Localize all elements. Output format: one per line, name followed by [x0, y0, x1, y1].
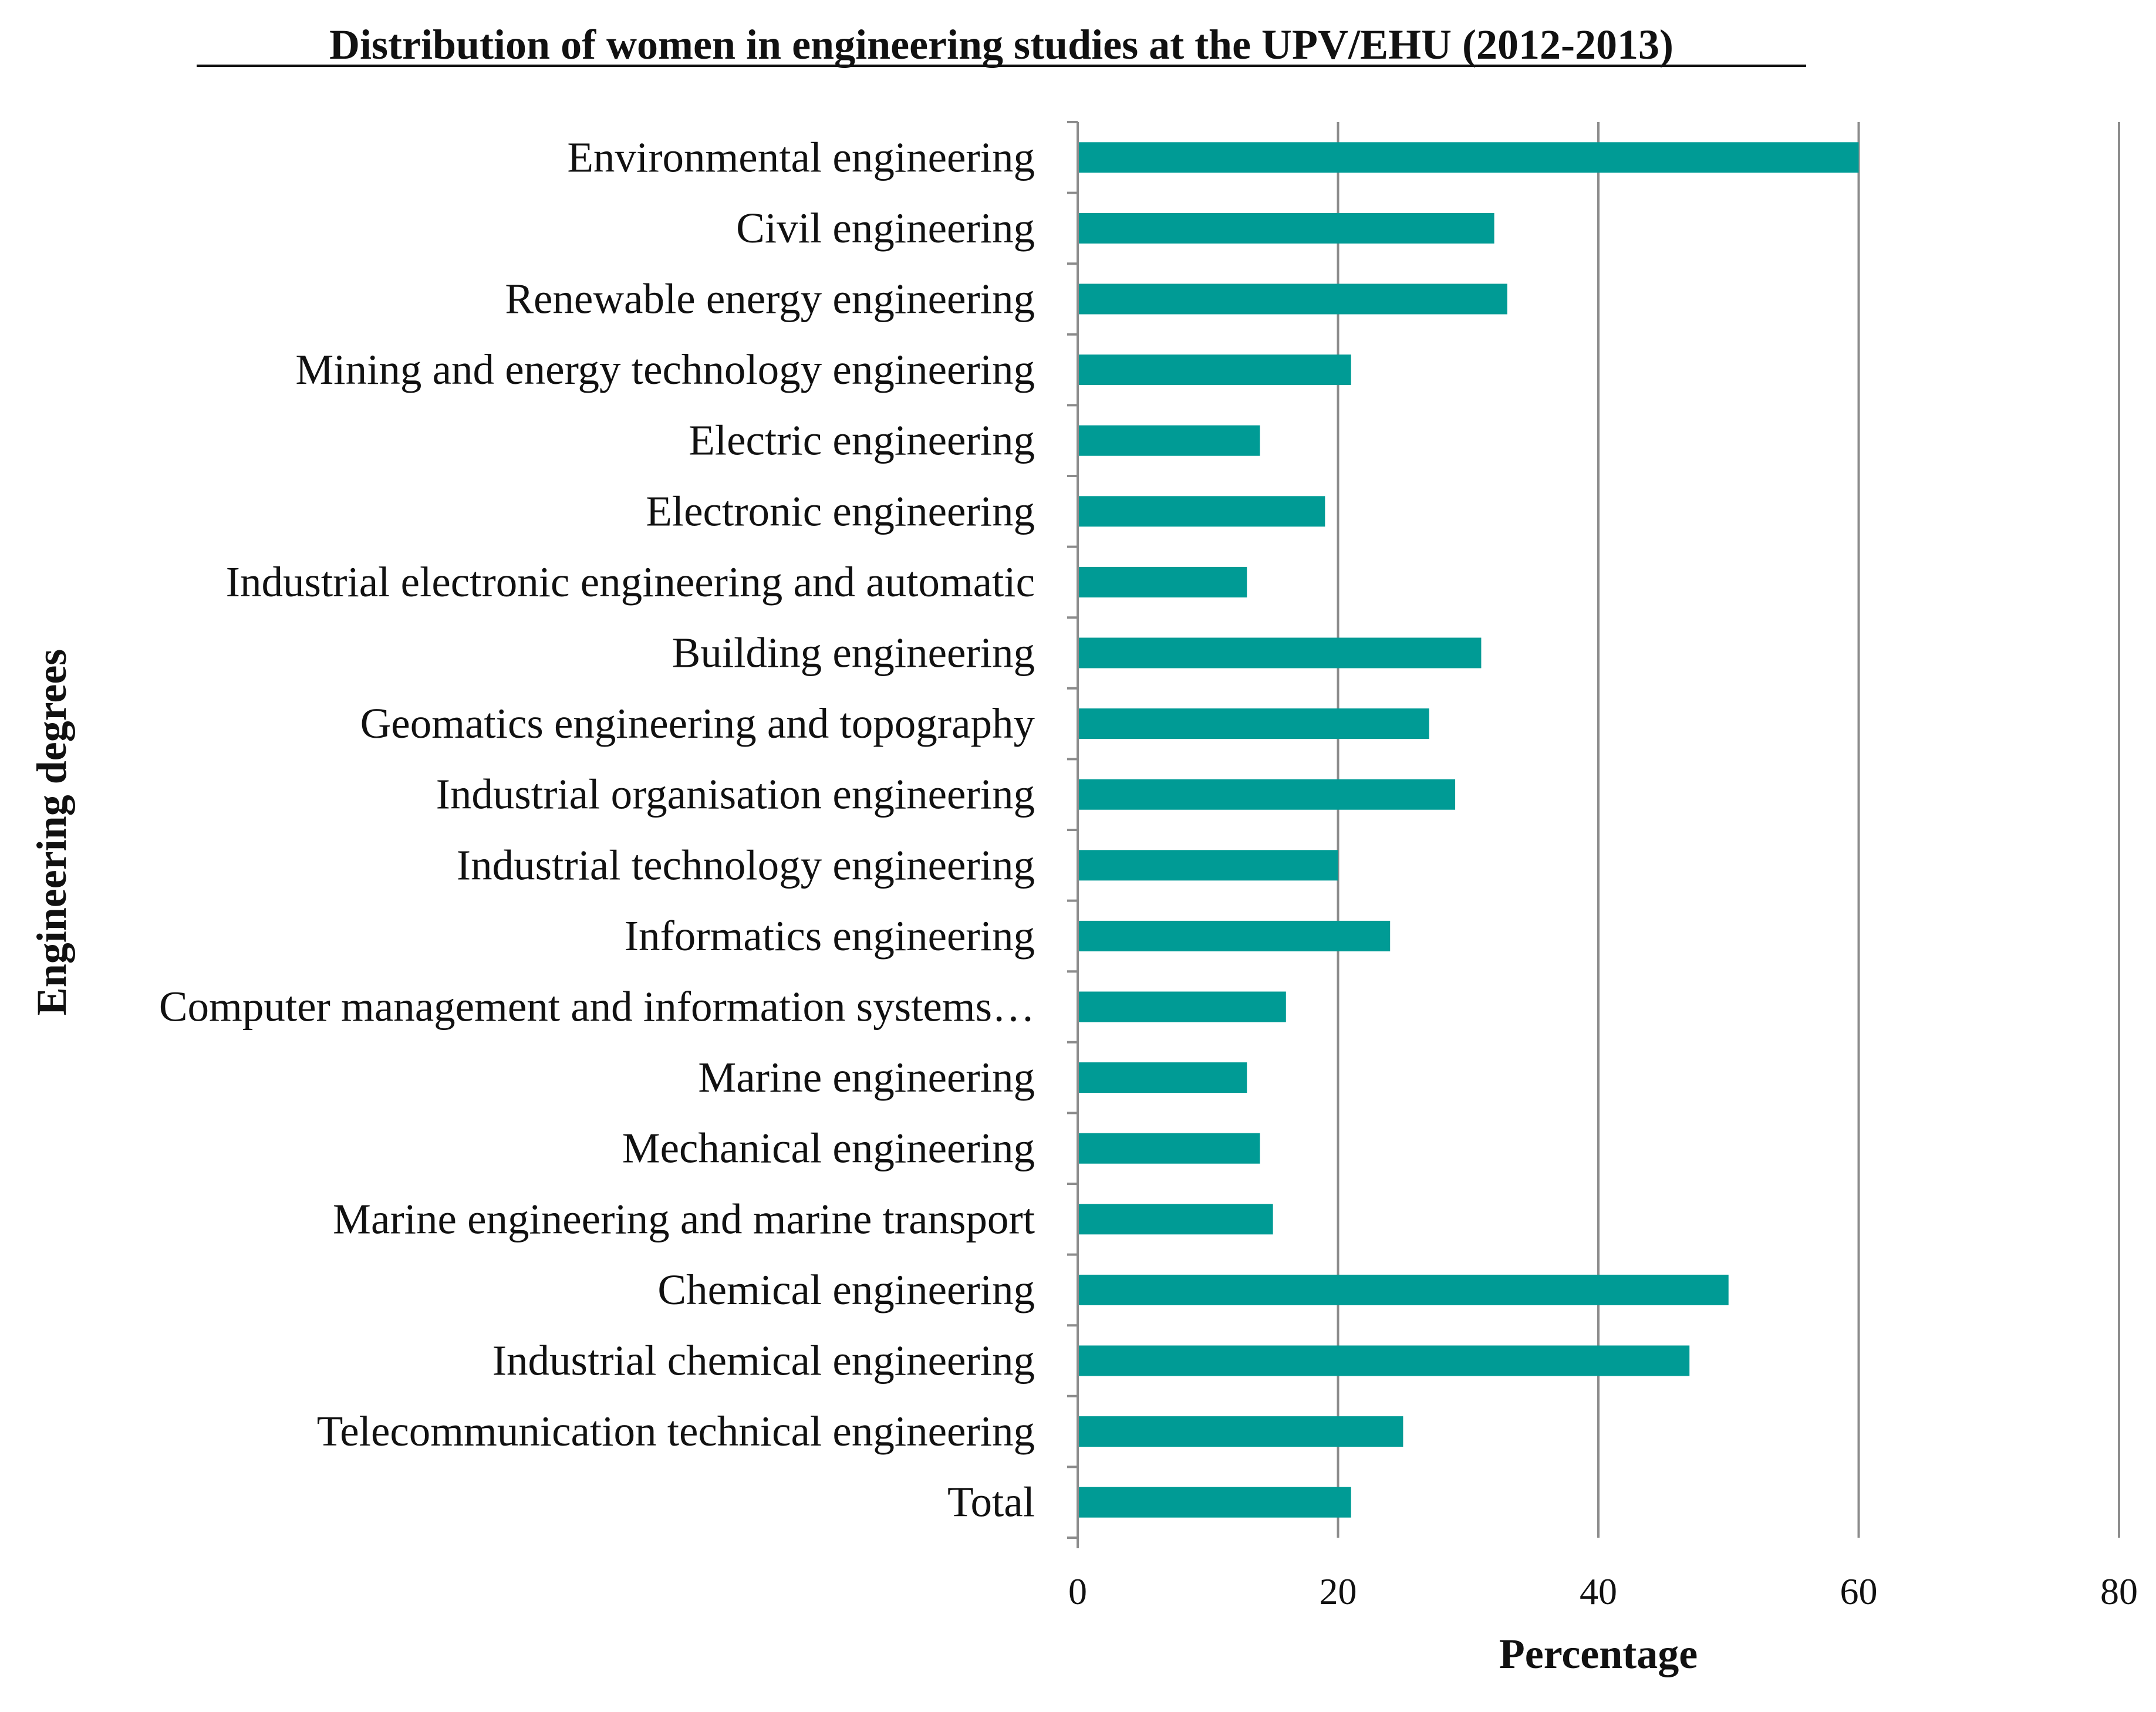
y-axis: [1067, 121, 1079, 1548]
category-labels: Environmental engineering Civil engineeri…: [159, 133, 1035, 1525]
category-label: Total: [947, 1478, 1035, 1526]
bar-11: [1078, 850, 1338, 881]
bar-16: [1078, 1204, 1273, 1235]
bar-17: [1078, 1274, 1729, 1305]
category-label: Industrial technology engineering: [457, 841, 1035, 889]
bar-13: [1078, 991, 1286, 1022]
bar-19: [1078, 1416, 1403, 1447]
category-label: Industrial electronic engineering and au…: [226, 558, 1035, 606]
category-label: Civil engineering: [736, 204, 1035, 252]
category-label: Renewable energy engineering: [505, 275, 1035, 323]
bar-14: [1078, 1062, 1247, 1093]
x-axis-title: Percentage: [1499, 1630, 1698, 1677]
bar-10: [1078, 779, 1456, 810]
x-tick-label-80: 80: [2100, 1571, 2138, 1612]
category-label: Environmental engineering: [567, 133, 1035, 181]
x-tick-label-0: 0: [1068, 1571, 1087, 1612]
bar-18: [1078, 1345, 1690, 1376]
bar-15: [1078, 1133, 1260, 1164]
category-label: Industrial chemical engineering: [492, 1337, 1035, 1385]
bars: [1078, 142, 1859, 1518]
bar-1: [1078, 142, 1859, 173]
category-label: Informatics engineering: [625, 912, 1035, 960]
bar-4: [1078, 354, 1351, 386]
category-label: Electric engineering: [689, 417, 1035, 464]
category-label: Chemical engineering: [657, 1266, 1035, 1313]
category-label: Telecommunication technical engineering: [317, 1407, 1035, 1455]
category-label: Industrial organisation engineering: [436, 771, 1035, 818]
bar-5: [1078, 425, 1260, 456]
category-label: Mining and energy technology engineering: [295, 346, 1035, 393]
y-axis-title: Engineering degrees: [28, 649, 75, 1016]
category-label: Mechanical engineering: [622, 1125, 1035, 1172]
x-tick-label-40: 40: [1580, 1571, 1617, 1612]
category-label: Marine engineering: [698, 1053, 1035, 1101]
category-label: Marine engineering and marine transport: [333, 1195, 1035, 1242]
category-label: Building engineering: [672, 629, 1035, 677]
x-tick-labels: 0 20 40 60 80: [1068, 1571, 2138, 1612]
bar-2: [1078, 212, 1494, 244]
bar-12: [1078, 920, 1391, 951]
category-label: Computer management and information syst…: [159, 983, 1035, 1031]
bar-3: [1078, 283, 1507, 315]
x-tick-label-60: 60: [1840, 1571, 1878, 1612]
bar-8: [1078, 637, 1482, 668]
gridlines: [1337, 122, 2120, 1538]
bar-6: [1078, 496, 1325, 527]
category-label: Geomatics engineering and topography: [360, 700, 1035, 747]
category-label: Electronic engineering: [646, 487, 1035, 535]
bar-20: [1078, 1487, 1351, 1518]
chart-title: Distribution of women in engineering stu…: [329, 21, 1673, 68]
bar-9: [1078, 708, 1429, 739]
bar-7: [1078, 566, 1247, 597]
x-tick-label-20: 20: [1320, 1571, 1357, 1612]
